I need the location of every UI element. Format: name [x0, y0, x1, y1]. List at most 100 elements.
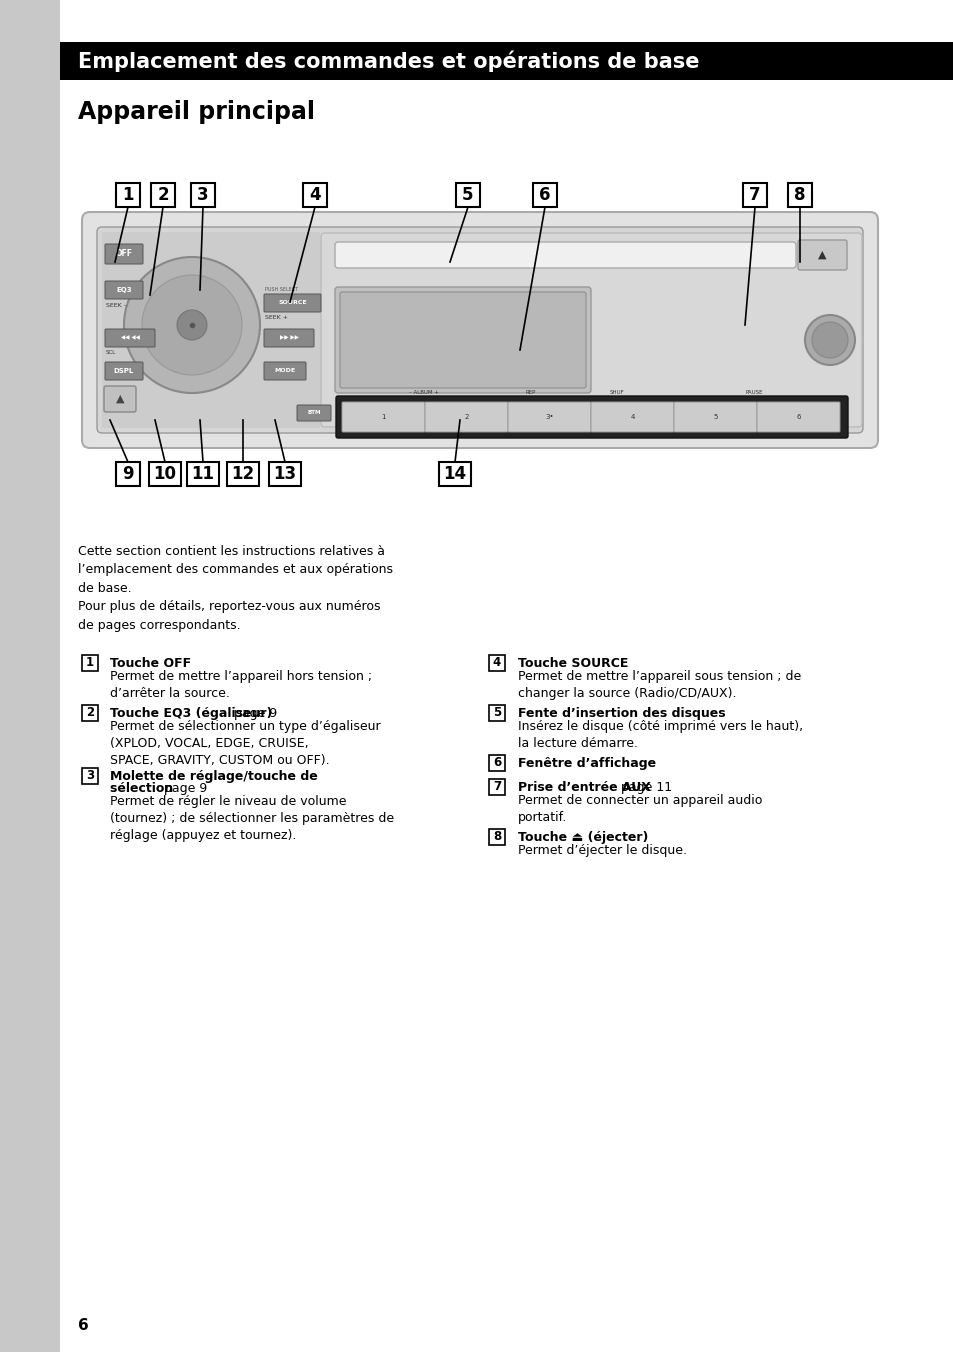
Text: 3: 3 — [86, 769, 94, 783]
FancyBboxPatch shape — [264, 329, 314, 347]
Text: Insérez le disque (côté imprimé vers le haut),
la lecture démarre.: Insérez le disque (côté imprimé vers le … — [517, 721, 802, 750]
Text: 8: 8 — [493, 830, 500, 844]
Bar — [191, 183, 214, 207]
Text: 4: 4 — [309, 187, 320, 204]
FancyBboxPatch shape — [797, 241, 846, 270]
Bar — [489, 829, 504, 845]
Bar — [489, 779, 504, 795]
Text: 6: 6 — [538, 187, 550, 204]
FancyBboxPatch shape — [105, 362, 143, 380]
Text: ▲: ▲ — [818, 250, 826, 260]
Text: 3: 3 — [197, 187, 209, 204]
FancyBboxPatch shape — [341, 402, 424, 433]
Text: 2: 2 — [157, 187, 169, 204]
Bar — [489, 654, 504, 671]
Text: page 9: page 9 — [233, 707, 277, 721]
Text: ▲: ▲ — [115, 393, 124, 404]
Text: 4: 4 — [493, 657, 500, 669]
Text: 6: 6 — [493, 757, 500, 769]
Text: DSPL: DSPL — [113, 368, 134, 375]
FancyBboxPatch shape — [105, 243, 143, 264]
Circle shape — [124, 257, 260, 393]
Bar — [787, 183, 811, 207]
Text: – ALBUM +: – ALBUM + — [409, 389, 439, 395]
Text: 5: 5 — [462, 187, 474, 204]
FancyBboxPatch shape — [105, 329, 154, 347]
Text: Prise d’entrée AUX: Prise d’entrée AUX — [517, 781, 655, 794]
Text: Permet d’éjecter le disque.: Permet d’éjecter le disque. — [517, 844, 686, 857]
Bar — [303, 183, 327, 207]
FancyBboxPatch shape — [82, 212, 877, 448]
Text: 1: 1 — [381, 414, 385, 420]
FancyBboxPatch shape — [673, 402, 757, 433]
Text: Emplacement des commandes et opérations de base: Emplacement des commandes et opérations … — [78, 50, 699, 72]
Text: SCL: SCL — [106, 350, 116, 356]
Text: 2: 2 — [86, 707, 94, 719]
Text: Molette de réglage/touche de: Molette de réglage/touche de — [110, 771, 317, 783]
Text: SOURCE: SOURCE — [278, 300, 307, 306]
Text: 6: 6 — [796, 414, 800, 420]
Bar — [489, 704, 504, 721]
Text: 9: 9 — [122, 465, 133, 483]
Bar — [533, 183, 557, 207]
Bar — [269, 462, 301, 485]
Text: SEEK –: SEEK – — [106, 303, 127, 308]
Text: 2: 2 — [464, 414, 468, 420]
Text: ◀◀ ◀◀: ◀◀ ◀◀ — [120, 335, 139, 341]
Text: Permet de mettre l’appareil hors tension ;
d’arrêter la source.: Permet de mettre l’appareil hors tension… — [110, 671, 372, 700]
Text: 4: 4 — [630, 414, 634, 420]
FancyBboxPatch shape — [264, 362, 306, 380]
Text: Permet de connecter un appareil audio
portatif.: Permet de connecter un appareil audio po… — [517, 794, 761, 823]
Bar — [227, 462, 258, 485]
Bar — [742, 183, 766, 207]
FancyBboxPatch shape — [507, 402, 590, 433]
Circle shape — [142, 274, 242, 375]
Bar — [489, 754, 504, 771]
Text: 6: 6 — [78, 1317, 89, 1333]
FancyBboxPatch shape — [320, 233, 862, 427]
Text: 5: 5 — [713, 414, 717, 420]
FancyBboxPatch shape — [424, 402, 507, 433]
Circle shape — [177, 310, 207, 339]
Text: Touche OFF: Touche OFF — [110, 657, 191, 671]
Bar — [149, 462, 181, 485]
Text: 10: 10 — [153, 465, 176, 483]
Text: SHUF: SHUF — [609, 389, 624, 395]
Text: 14: 14 — [443, 465, 466, 483]
Text: 11: 11 — [192, 465, 214, 483]
FancyBboxPatch shape — [335, 287, 590, 393]
Bar — [456, 183, 479, 207]
Circle shape — [804, 315, 854, 365]
FancyBboxPatch shape — [104, 387, 136, 412]
Text: 1: 1 — [122, 187, 133, 204]
Text: ▶▶ ▶▶: ▶▶ ▶▶ — [279, 335, 298, 341]
Text: page 11: page 11 — [620, 781, 671, 794]
Text: Touche ⏏ (éjecter): Touche ⏏ (éjecter) — [517, 831, 648, 844]
FancyBboxPatch shape — [335, 242, 795, 268]
Text: PUSH SELECT: PUSH SELECT — [265, 287, 298, 292]
Text: OFF: OFF — [115, 250, 132, 258]
Bar — [151, 183, 174, 207]
Text: Appareil principal: Appareil principal — [78, 100, 314, 124]
Text: sélection: sélection — [110, 781, 177, 795]
Text: EQ3: EQ3 — [116, 287, 132, 293]
Bar — [60, 42, 953, 80]
Bar — [438, 462, 471, 485]
Bar — [82, 768, 98, 784]
FancyBboxPatch shape — [296, 406, 331, 420]
Text: SEEK +: SEEK + — [265, 315, 288, 320]
Text: 3•: 3• — [545, 414, 553, 420]
FancyBboxPatch shape — [105, 281, 143, 299]
FancyBboxPatch shape — [264, 293, 320, 312]
Text: page 9: page 9 — [164, 781, 207, 795]
Text: REP: REP — [525, 389, 536, 395]
Text: Fenêtre d’affichage: Fenêtre d’affichage — [517, 757, 656, 771]
Text: Touche SOURCE: Touche SOURCE — [517, 657, 628, 671]
Text: 7: 7 — [748, 187, 760, 204]
FancyBboxPatch shape — [97, 227, 862, 433]
Text: 5: 5 — [493, 707, 500, 719]
FancyBboxPatch shape — [335, 396, 847, 438]
Bar — [187, 462, 219, 485]
Text: 1: 1 — [86, 657, 94, 669]
Text: 8: 8 — [794, 187, 805, 204]
